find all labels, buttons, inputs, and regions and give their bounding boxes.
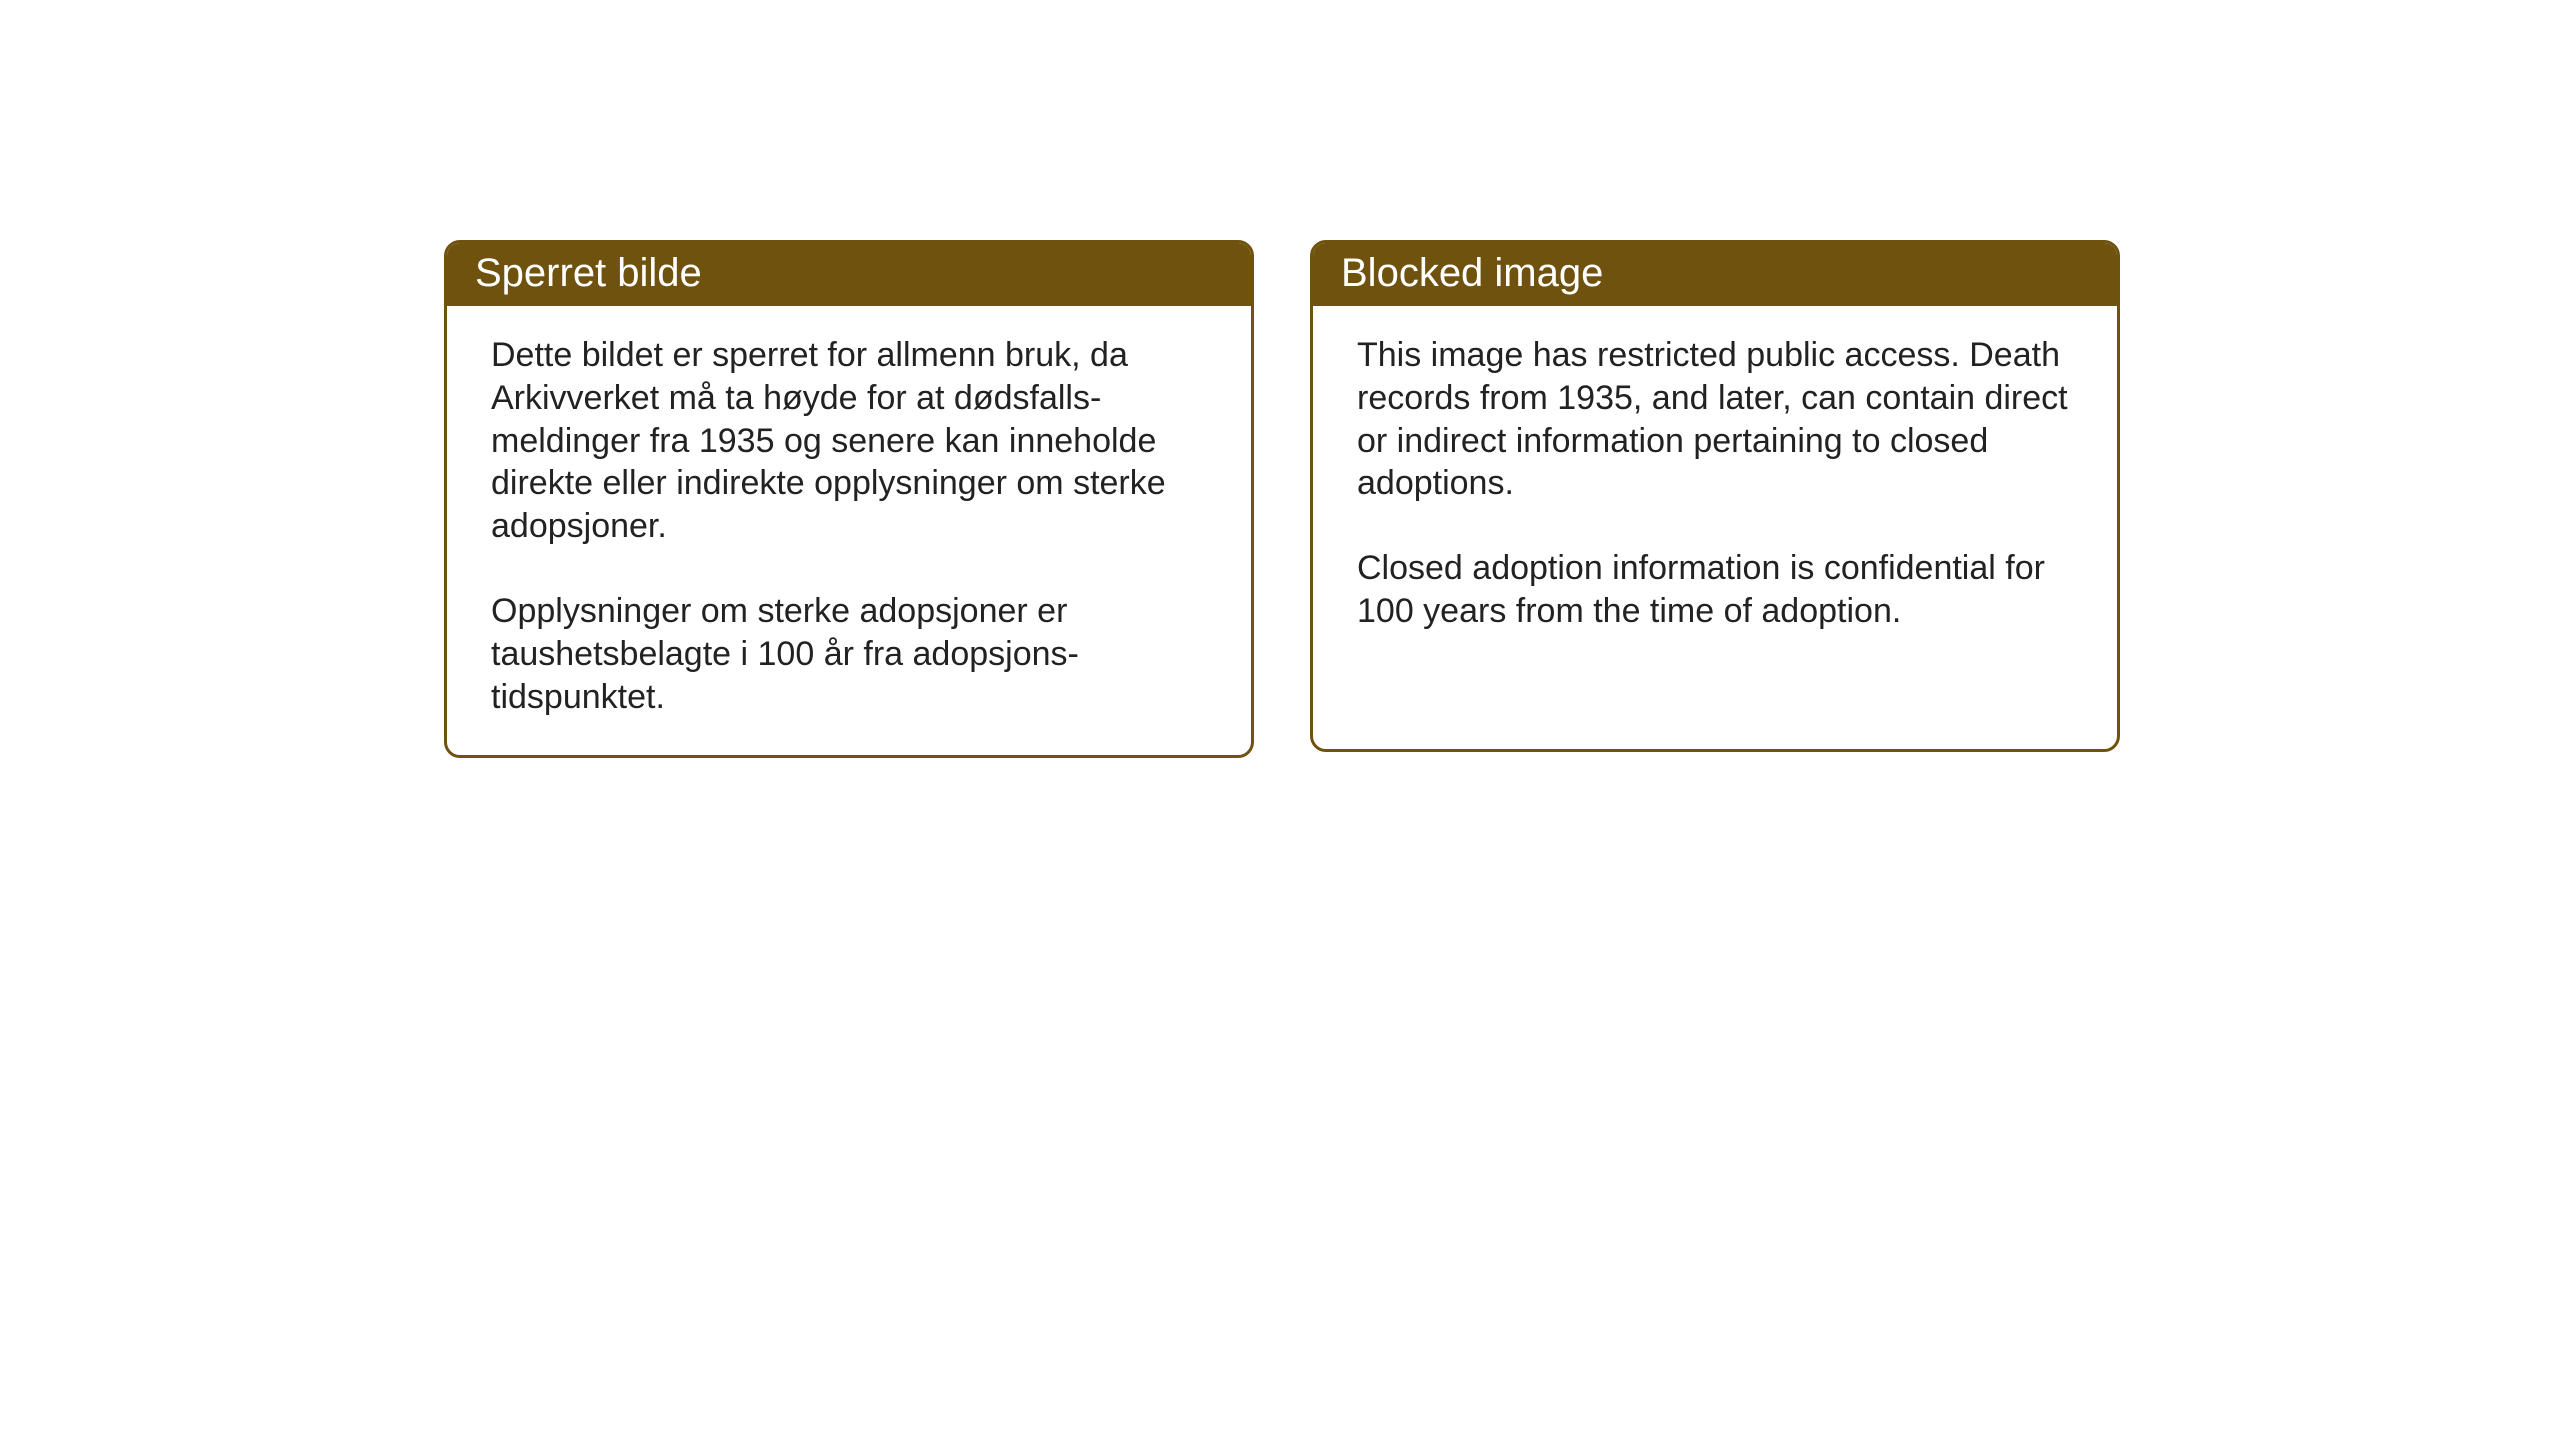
notice-body-english: This image has restricted public access.…	[1313, 306, 2117, 669]
notice-paragraph: Dette bildet er sperret for allmenn bruk…	[491, 334, 1207, 548]
notice-card-norwegian: Sperret bilde Dette bildet er sperret fo…	[444, 240, 1254, 758]
notice-body-norwegian: Dette bildet er sperret for allmenn bruk…	[447, 306, 1251, 755]
notice-title-norwegian: Sperret bilde	[447, 243, 1251, 306]
notice-paragraph: Closed adoption information is confident…	[1357, 547, 2073, 633]
notice-paragraph: This image has restricted public access.…	[1357, 334, 2073, 505]
notice-card-english: Blocked image This image has restricted …	[1310, 240, 2120, 752]
notice-container: Sperret bilde Dette bildet er sperret fo…	[444, 240, 2120, 758]
notice-title-english: Blocked image	[1313, 243, 2117, 306]
notice-paragraph: Opplysninger om sterke adopsjoner er tau…	[491, 590, 1207, 718]
